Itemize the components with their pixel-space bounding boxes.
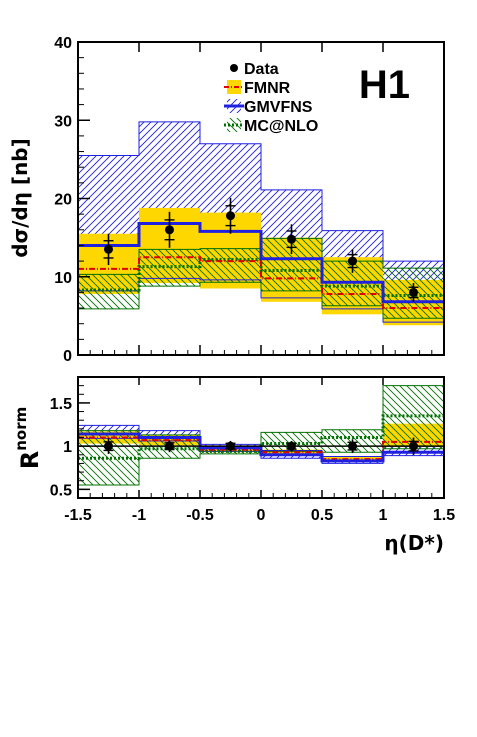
x-tick-label: 1 bbox=[379, 507, 388, 524]
data-point-3 bbox=[287, 234, 296, 244]
fmnr-band-bin-4 bbox=[322, 456, 383, 462]
x-axis-title: η(D*) bbox=[384, 531, 444, 555]
data-point-1 bbox=[165, 441, 174, 451]
gmvfns-band-high-edge bbox=[78, 121, 444, 262]
x-tick-label: 1.5 bbox=[433, 507, 455, 524]
data-point-0 bbox=[104, 441, 113, 451]
top-panel: 0 10 20 30 40 dσ/dη [nb] H1 Data FMNR GMVFNS… bbox=[8, 35, 445, 365]
legend-entry-fmnr: FMNR bbox=[224, 80, 291, 97]
data-point-3 bbox=[287, 441, 296, 451]
bottom-plot-area bbox=[78, 385, 444, 486]
data-point-4 bbox=[348, 441, 357, 451]
y-tick-label: 30 bbox=[54, 113, 72, 130]
legend-label-fmnr: FMNR bbox=[244, 80, 291, 97]
legend-label-gmvfns: GMVFNS bbox=[244, 99, 313, 116]
data-point-1 bbox=[165, 225, 174, 235]
gmvfns-central-line bbox=[78, 432, 444, 463]
legend-label-mcatnlo: MC@NLO bbox=[244, 118, 318, 135]
x-tick-label: 0 bbox=[257, 507, 266, 524]
legend-entry-mcatnlo: MC@NLO bbox=[224, 118, 318, 135]
top-axis-ticks: 0 10 20 30 40 bbox=[54, 35, 445, 365]
legend-label-data: Data bbox=[244, 61, 279, 78]
bottom-y-axis-title-main: R bbox=[16, 451, 44, 469]
experiment-label: H1 bbox=[359, 63, 410, 107]
x-tick-label: -1.5 bbox=[64, 507, 92, 524]
y-tick-label: 0.5 bbox=[50, 482, 72, 499]
data-point-5 bbox=[409, 441, 418, 451]
x-tick-label: 0.5 bbox=[311, 507, 333, 524]
fmnr-central-line bbox=[78, 436, 444, 461]
x-tick-label: -0.5 bbox=[186, 507, 214, 524]
mcatnlo-central-line bbox=[78, 258, 444, 298]
data-point-2 bbox=[226, 211, 235, 221]
top-y-axis-title: dσ/dη [nb] bbox=[8, 138, 32, 258]
bottom-axis-ticks: 0.5 1 1.5 -1.5 -1 -0.5 0 0.5 1 1.5 bbox=[50, 376, 455, 524]
bottom-y-axis-title-sup: norm bbox=[12, 407, 30, 451]
mcatnlo-band-bin-2 bbox=[200, 248, 261, 283]
mcatnlo-band-bin-0 bbox=[78, 274, 139, 309]
y-tick-label: 0 bbox=[63, 348, 72, 365]
legend-entry-data: Data bbox=[230, 61, 279, 78]
mcatnlo-band-bin-1 bbox=[139, 249, 200, 287]
top-plot-area bbox=[78, 121, 444, 326]
data-point-0 bbox=[104, 244, 113, 254]
y-tick-label: 1.5 bbox=[50, 396, 72, 413]
bottom-panel: 0.5 1 1.5 -1.5 -1 -0.5 0 0.5 1 1.5 Rnorm η(D*) bbox=[12, 376, 455, 555]
y-tick-label: 40 bbox=[54, 35, 72, 52]
data-point-2 bbox=[226, 441, 235, 451]
bottom-y-axis-title: Rnorm bbox=[12, 407, 44, 470]
x-tick-label: -1 bbox=[132, 507, 146, 524]
legend-marker-data bbox=[230, 64, 238, 72]
y-tick-label: 1 bbox=[63, 439, 72, 456]
y-tick-label: 10 bbox=[54, 270, 72, 287]
legend-entry-gmvfns: GMVFNS bbox=[224, 99, 313, 116]
y-tick-label: 20 bbox=[54, 192, 72, 209]
data-point-5 bbox=[409, 287, 418, 297]
data-point-4 bbox=[348, 256, 357, 266]
gmvfns-central-line bbox=[78, 222, 444, 304]
legend: Data FMNR GMVFNS MC@NLO bbox=[224, 61, 318, 135]
mcatnlo-central-line bbox=[78, 414, 444, 460]
